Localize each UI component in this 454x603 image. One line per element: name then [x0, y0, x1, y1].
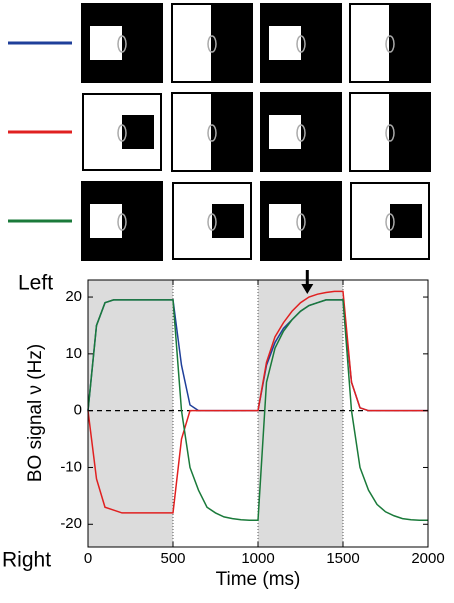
arrow-head — [301, 284, 314, 294]
half — [351, 5, 389, 81]
receptive-field — [385, 213, 395, 231]
stimulus-period — [258, 280, 343, 547]
square — [90, 26, 122, 60]
square — [390, 204, 422, 238]
receptive-field — [117, 124, 127, 142]
stimulus-panels — [81, 3, 431, 261]
x-axis-label: Time (ms) — [216, 569, 301, 590]
receptive-field — [207, 124, 217, 142]
series-line — [87, 290, 428, 514]
square — [90, 204, 122, 238]
receptive-field — [207, 35, 217, 53]
right-annotation: Right — [2, 549, 51, 572]
receptive-field — [296, 213, 306, 231]
receptive-field — [296, 124, 306, 142]
y-tick-label: -10 — [60, 458, 82, 475]
y-tick-label: 0 — [74, 402, 82, 419]
y-tick-label: 10 — [65, 345, 82, 362]
receptive-field — [385, 124, 395, 142]
y-tick-label: 20 — [65, 288, 82, 305]
square — [212, 204, 244, 238]
series-line — [87, 299, 428, 522]
half — [351, 94, 389, 170]
half — [173, 94, 211, 170]
x-tick-label: 0 — [84, 550, 92, 567]
x-tick-label: 1500 — [326, 550, 359, 567]
square — [269, 26, 301, 60]
receptive-field — [385, 35, 395, 53]
x-tick-label: 1000 — [241, 550, 274, 567]
x-tick-label: 2000 — [411, 550, 444, 567]
y-tick-label: -20 — [60, 515, 82, 532]
receptive-field — [207, 213, 217, 231]
x-tick-label: 500 — [160, 550, 185, 567]
square — [269, 115, 301, 149]
receptive-field — [296, 35, 306, 53]
half — [173, 5, 211, 81]
stimulus-period — [88, 280, 173, 547]
square — [122, 115, 154, 149]
left-annotation: Left — [18, 272, 53, 295]
square — [269, 204, 301, 238]
receptive-field — [117, 35, 127, 53]
receptive-field — [117, 213, 127, 231]
y-axis-label: BO signal ν (Hz) — [25, 344, 46, 482]
